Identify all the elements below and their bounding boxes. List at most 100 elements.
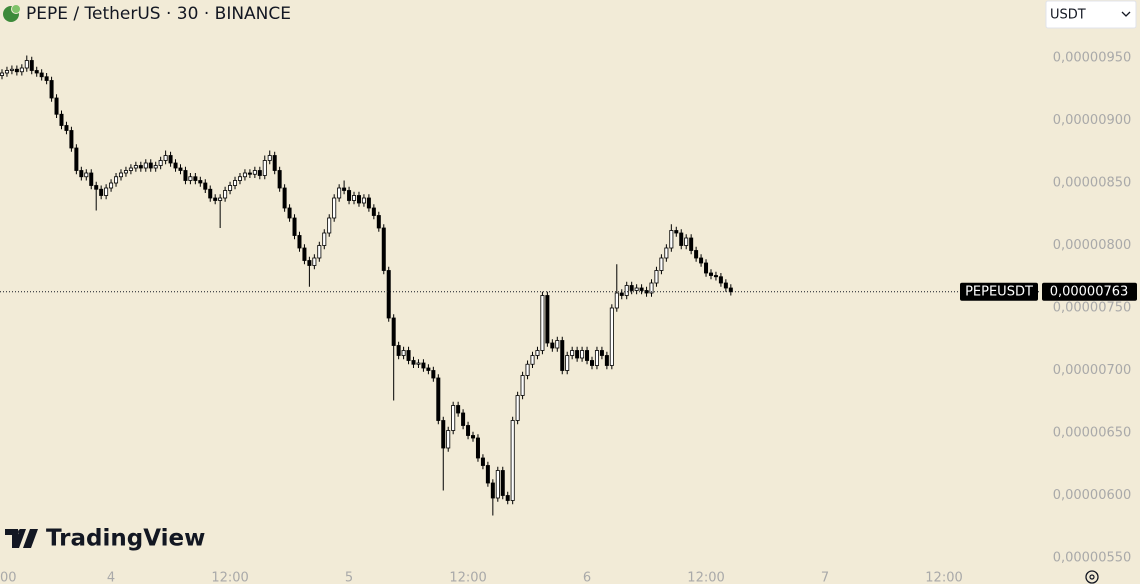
candle-body [406, 350, 411, 361]
candle-body [118, 172, 123, 178]
candle-body [525, 363, 530, 376]
candle-body [570, 350, 575, 356]
candle-body [451, 405, 456, 431]
candle-body [133, 165, 138, 169]
candle-body [485, 465, 490, 484]
candle-body [728, 287, 733, 293]
candle-body [4, 70, 9, 74]
settings-button[interactable] [1085, 570, 1099, 584]
candle-body [109, 182, 114, 189]
candle-body [614, 292, 619, 309]
candle-body [530, 355, 535, 365]
candle-body [114, 176, 119, 184]
candle-body [44, 76, 49, 81]
candle-body [401, 350, 406, 356]
candle-body [89, 172, 94, 186]
symbol-logo [3, 4, 21, 22]
candle-body [495, 470, 500, 499]
candle-body [713, 275, 718, 278]
candle-body [257, 170, 262, 176]
candle-body [29, 60, 34, 71]
candle-body [461, 412, 466, 426]
candle-body [555, 340, 560, 349]
candle-body [34, 70, 39, 74]
candle-body [421, 362, 426, 369]
candle-body [302, 247, 307, 261]
candle-body [312, 257, 317, 266]
candle-body [718, 276, 723, 284]
chart-title: PEPE / TetherUS · 30 · BINANCE [26, 4, 291, 24]
candle-body [188, 176, 193, 181]
candle-body [659, 257, 664, 271]
candle-body [629, 285, 634, 291]
candle-body [14, 68, 19, 73]
currency-label[interactable]: USDT [1050, 8, 1086, 23]
last-price-label: 0,00000763 [1050, 284, 1129, 299]
candle-body [585, 350, 590, 361]
candle-body [252, 170, 257, 175]
candle-body [69, 130, 74, 149]
candle-body [381, 227, 386, 271]
currency-select[interactable]: USDT [1045, 0, 1137, 29]
y-tick-label: 0,00000650 [1053, 426, 1132, 441]
candle-body [689, 237, 694, 251]
candle-body [466, 425, 471, 436]
candle-body [24, 60, 29, 69]
candle-body [723, 282, 728, 289]
symbol-tag-bg [960, 282, 1038, 301]
candle-body [639, 287, 644, 291]
candle-body [594, 350, 599, 366]
candle-body [54, 97, 59, 115]
y-tick-label: 0,00000800 [1053, 238, 1132, 253]
candle-body [203, 182, 208, 190]
candle-body [540, 295, 545, 351]
candle-body [163, 155, 168, 161]
candle-body [366, 197, 371, 209]
candle-body [128, 167, 133, 171]
candle-body [267, 155, 272, 161]
candle-body [708, 272, 713, 276]
candle-body [277, 170, 282, 189]
candle-body [297, 235, 302, 249]
candle-body [237, 176, 242, 181]
candle-body [674, 230, 679, 234]
candle-body [515, 395, 520, 421]
candle-body [604, 355, 609, 366]
candle-body [307, 260, 312, 266]
x-tick-label: 6 [583, 571, 591, 584]
candle-body [471, 435, 476, 439]
candle-body [342, 187, 347, 191]
candle-body [153, 165, 158, 169]
candle-body [520, 375, 525, 396]
candle-body [223, 190, 228, 199]
candle-body [292, 217, 297, 236]
candle-body [262, 160, 267, 176]
candle-body [535, 350, 540, 356]
candle-body [426, 367, 431, 371]
x-tick-label: 12:00 [925, 571, 962, 584]
candle-body [510, 420, 515, 501]
candle-body [79, 170, 84, 178]
candle-body [371, 207, 376, 216]
candle-body [475, 437, 480, 459]
candle-body [322, 232, 327, 246]
candle-body [480, 457, 485, 466]
y-tick-label: 0,00000550 [1053, 551, 1132, 566]
x-tick-label: 12:00 [687, 571, 724, 584]
candle-body [575, 350, 580, 359]
candle-body [649, 282, 654, 294]
y-tick-label: 0,00000850 [1053, 176, 1132, 191]
candle-body [49, 80, 54, 99]
candle-body [490, 482, 495, 499]
candle-body [391, 317, 396, 346]
candle-body [337, 187, 342, 199]
candle-body [694, 250, 699, 259]
candle-body [198, 180, 203, 184]
candle-body [500, 470, 505, 496]
candle-body [624, 285, 629, 296]
candle-body [411, 360, 416, 365]
candle-body [347, 190, 352, 201]
candle-body [19, 67, 24, 73]
candle-body [352, 195, 357, 201]
